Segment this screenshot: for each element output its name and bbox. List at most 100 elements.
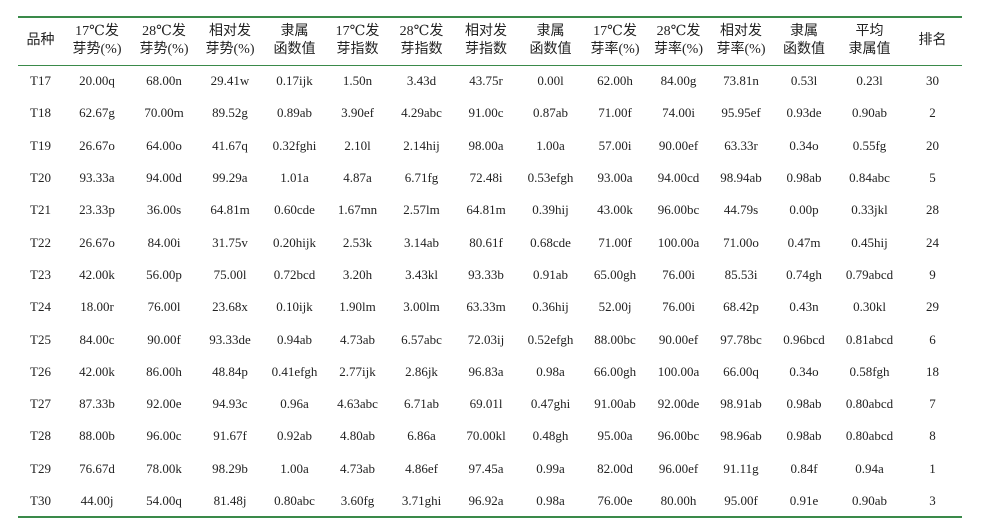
header-line: 相对发 bbox=[720, 24, 762, 40]
value-cell: 0.98ab bbox=[786, 170, 822, 186]
value-cell: 0.43n bbox=[789, 299, 819, 315]
value-cell: 94.00d bbox=[146, 170, 182, 186]
value-cell: 0.91e bbox=[789, 492, 819, 508]
variety-cell: T30 bbox=[30, 492, 51, 508]
value-cell: 0.96a bbox=[280, 396, 309, 412]
header-cell: 隶属 函数值 bbox=[772, 17, 836, 65]
header-line: 芽指数 bbox=[400, 42, 443, 58]
value-cell: 80.00h bbox=[660, 492, 697, 508]
value-cell: 98.91ab bbox=[720, 396, 762, 412]
header-line: 17℃发 bbox=[75, 24, 119, 40]
value-cell: 1.00a bbox=[280, 460, 309, 476]
value-cell: 96.00bc bbox=[657, 428, 700, 444]
data-table: 品种 17℃发 芽势(%) 28℃发 芽势(%) 相对发 芽势(%) 隶属 函数值 17℃发 芽指数… bbox=[18, 16, 962, 518]
variety-cell: T17 bbox=[30, 73, 51, 89]
value-cell: 44.00j bbox=[80, 492, 114, 508]
value-cell: 0.96bcd bbox=[783, 331, 825, 347]
value-cell: 63.33m bbox=[466, 299, 506, 315]
value-cell: 43.75r bbox=[469, 73, 503, 89]
value-cell: 0.53efgh bbox=[527, 170, 574, 186]
value-cell: 90.00ef bbox=[658, 137, 699, 153]
value-cell: 71.00f bbox=[598, 105, 632, 121]
variety-cell: T27 bbox=[30, 396, 51, 412]
value-cell: 4.86ef bbox=[405, 460, 438, 476]
header-cell: 隶属 函数值 bbox=[518, 17, 583, 65]
value-cell: 96.00c bbox=[146, 428, 182, 444]
value-cell: 0.84f bbox=[790, 460, 818, 476]
value-cell: 0.36hij bbox=[532, 299, 569, 315]
value-cell: 0.32fghi bbox=[272, 137, 317, 153]
value-cell: 66.00q bbox=[723, 363, 759, 379]
value-cell: 72.03ij bbox=[467, 331, 505, 347]
value-cell: 91.67f bbox=[213, 428, 247, 444]
value-cell: 0.98a bbox=[536, 492, 565, 508]
value-cell: 0.47ghi bbox=[530, 396, 571, 412]
value-cell: 3.60fg bbox=[340, 492, 375, 508]
value-cell: 0.53l bbox=[790, 73, 818, 89]
value-cell: 84.00g bbox=[660, 73, 697, 89]
table-row: T18 62.67g 70.00m 89.52g 0.89ab 3.90ef 4.29abc… bbox=[18, 97, 962, 129]
value-cell: 23.33p bbox=[79, 202, 115, 218]
value-cell: 6.57abc bbox=[401, 331, 442, 347]
value-cell: 26.67o bbox=[79, 234, 115, 250]
value-cell: 56.00p bbox=[146, 266, 182, 282]
variety-cell: T20 bbox=[30, 170, 51, 186]
variety-cell: T28 bbox=[30, 428, 51, 444]
value-cell: 18 bbox=[926, 363, 939, 379]
table-row: T20 93.33a 94.00d 99.29a 1.01a 4.87a 6.71fg 72.… bbox=[18, 162, 962, 194]
value-cell: 44.79s bbox=[723, 202, 759, 218]
value-cell: 0.60cde bbox=[274, 202, 315, 218]
value-cell: 43.00k bbox=[597, 202, 633, 218]
value-cell: 2 bbox=[929, 105, 936, 121]
value-cell: 76.00l bbox=[147, 299, 181, 315]
value-cell: 91.00c bbox=[468, 105, 504, 121]
value-cell: 30 bbox=[926, 73, 939, 89]
value-cell: 98.94ab bbox=[720, 170, 762, 186]
value-cell: 0.34o bbox=[789, 363, 819, 379]
value-cell: 97.45a bbox=[468, 460, 504, 476]
table-row: T29 76.67d 78.00k 98.29b 1.00a 4.73ab 4.86ef 97… bbox=[18, 453, 962, 485]
value-cell: 4.63abc bbox=[337, 396, 378, 412]
value-cell: 26.67o bbox=[79, 137, 115, 153]
header-cell: 相对发 芽指数 bbox=[454, 17, 518, 65]
value-cell: 90.00ef bbox=[658, 331, 699, 347]
header-line: 芽指数 bbox=[336, 42, 379, 58]
value-cell: 71.00o bbox=[723, 234, 759, 250]
value-cell: 0.34o bbox=[789, 137, 819, 153]
value-cell: 92.00e bbox=[146, 396, 182, 412]
value-cell: 0.48gh bbox=[532, 428, 569, 444]
header-cell: 17℃发 芽势(%) bbox=[63, 17, 131, 65]
value-cell: 8 bbox=[929, 428, 936, 444]
value-cell: 68.00n bbox=[146, 73, 182, 89]
value-cell: 0.80abcd bbox=[845, 396, 894, 412]
value-cell: 100.00a bbox=[657, 363, 700, 379]
variety-cell: T29 bbox=[30, 460, 51, 476]
value-cell: 1.00a bbox=[536, 137, 565, 153]
value-cell: 0.17ijk bbox=[276, 73, 313, 89]
value-cell: 75.00l bbox=[213, 266, 247, 282]
value-cell: 85.53i bbox=[724, 266, 758, 282]
value-cell: 6.71ab bbox=[403, 396, 440, 412]
value-cell: 97.78bc bbox=[720, 331, 762, 347]
table-body: T17 20.00q 68.00n 29.41w 0.17ijk 1.50n 3.43d 43… bbox=[18, 65, 962, 518]
value-cell: 93.33b bbox=[468, 266, 504, 282]
value-cell: 3.90ef bbox=[341, 105, 374, 121]
value-cell: 4.80ab bbox=[339, 428, 376, 444]
value-cell: 0.45hij bbox=[851, 234, 888, 250]
value-cell: 88.00bc bbox=[594, 331, 636, 347]
value-cell: 76.00i bbox=[662, 266, 695, 282]
value-cell: 42.00k bbox=[79, 266, 115, 282]
value-cell: 94.00cd bbox=[657, 170, 700, 186]
value-cell: 71.00f bbox=[598, 234, 632, 250]
value-cell: 2.77ijk bbox=[339, 363, 376, 379]
value-cell: 72.48i bbox=[469, 170, 503, 186]
value-cell: 3.20h bbox=[342, 266, 373, 282]
variety-cell: T26 bbox=[30, 363, 51, 379]
header-line: 函数值 bbox=[783, 42, 825, 58]
value-cell: 2.53k bbox=[342, 234, 373, 250]
table-row: T25 84.00c 90.00f 93.33de 0.94ab 4.73ab 6.57ab… bbox=[18, 323, 962, 355]
header-line: 函数值 bbox=[529, 42, 572, 58]
value-cell: 0.10ijk bbox=[276, 299, 313, 315]
value-cell: 96.00bc bbox=[657, 202, 700, 218]
header-cell: 17℃发 芽指数 bbox=[326, 17, 389, 65]
